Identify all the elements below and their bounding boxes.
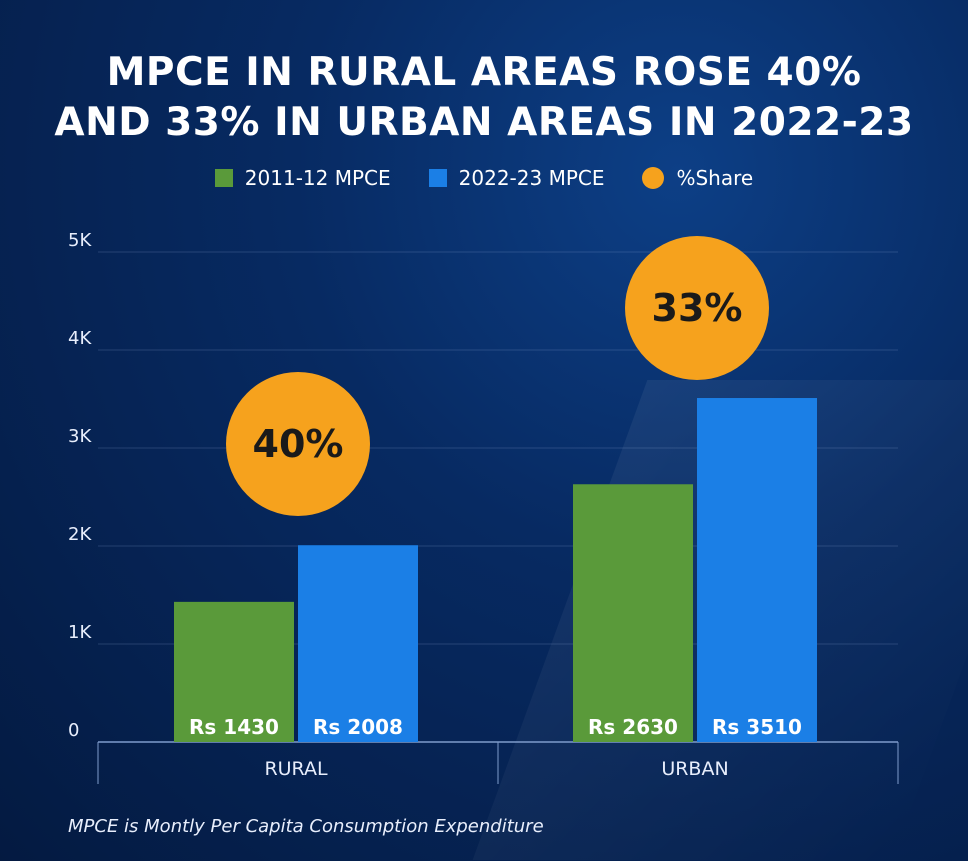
share-label: 40% — [253, 422, 344, 466]
bar-data-label: Rs 1430 — [189, 715, 279, 739]
y-tick-label: 0 — [68, 720, 79, 741]
y-tick-label: 3K — [68, 426, 92, 447]
legend-swatch-2022 — [428, 169, 447, 187]
bar-2011-rural — [174, 601, 294, 742]
legend-swatch-share — [642, 167, 665, 189]
share-bubble — [625, 236, 769, 380]
bar-data-label: Rs 2008 — [313, 715, 403, 739]
share-bubble — [226, 372, 370, 516]
chart-title: MPCE IN RURAL AREAS ROSE 40% AND 33% IN … — [0, 48, 968, 148]
title-line-1: MPCE IN RURAL AREAS ROSE 40% — [106, 50, 862, 95]
title-line-2: AND 33% IN URBAN AREAS IN 2022-23 — [54, 100, 914, 145]
y-tick-label: 1K — [68, 622, 92, 643]
bar-data-label: Rs 2630 — [588, 715, 678, 739]
legend-label-share: %Share — [676, 166, 754, 190]
legend-item-2022: 2022-23 MPCE — [428, 166, 605, 190]
bar-2022-urban — [697, 398, 817, 742]
legend-label-2022: 2022-23 MPCE — [458, 166, 605, 190]
x-category-label: RURAL — [264, 758, 328, 780]
legend-swatch-2011 — [214, 169, 233, 187]
y-tick-label: 4K — [68, 328, 92, 349]
y-tick-label: 2K — [68, 524, 92, 545]
footnote: MPCE is Montly Per Capita Consumption Ex… — [68, 816, 544, 837]
legend-label-2011: 2011-12 MPCE — [244, 166, 391, 190]
bar-2022-rural — [298, 545, 418, 742]
y-tick-label: 5K — [68, 230, 92, 251]
share-label: 33% — [652, 286, 743, 330]
x-category-label: URBAN — [661, 758, 728, 780]
legend-item-2011: 2011-12 MPCE — [214, 166, 391, 190]
bar-2011-urban — [573, 484, 693, 742]
bar-data-label: Rs 3510 — [712, 715, 802, 739]
legend: 2011-12 MPCE 2022-23 MPCE %Share — [0, 166, 968, 190]
legend-item-share: %Share — [642, 166, 753, 190]
